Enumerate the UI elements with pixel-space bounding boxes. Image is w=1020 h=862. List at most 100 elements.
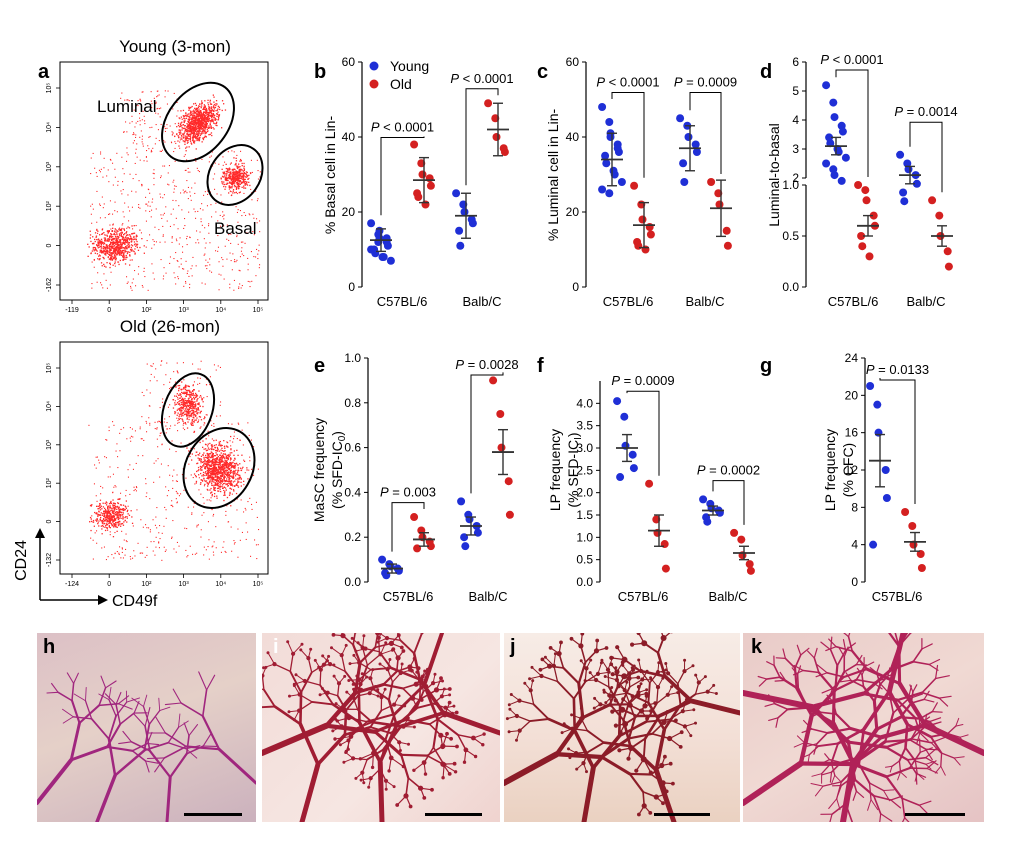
flow-event-dot	[210, 125, 212, 127]
flow-event-dot	[174, 404, 176, 406]
flow-event-dot	[196, 131, 198, 133]
flow-event-dot	[183, 192, 185, 194]
flow-event-dot	[185, 409, 187, 411]
flow-event-dot	[157, 95, 159, 97]
flow-event-dot	[164, 128, 166, 130]
flow-event-dot	[191, 113, 193, 115]
flow-event-dot	[133, 241, 136, 243]
flow-event-dot	[152, 239, 154, 241]
flow-event-dot	[237, 221, 239, 223]
flow-event-dot	[127, 242, 129, 244]
flow-event-dot	[196, 119, 198, 121]
flow-event-dot	[152, 172, 154, 174]
flow-event-dot	[233, 261, 235, 263]
flow-event-dot	[238, 168, 241, 170]
flow-event-dot	[129, 254, 131, 256]
flow-event-dot	[167, 183, 169, 185]
flow-event-dot	[194, 111, 197, 113]
flow-event-dot	[191, 128, 193, 130]
flow-event-dot	[215, 103, 217, 105]
flow-event-dot	[182, 189, 184, 191]
flow-event-dot	[101, 251, 103, 253]
flow-event-dot	[152, 272, 154, 274]
flow-event-dot	[199, 121, 202, 124]
flow-event-dot	[215, 211, 217, 213]
flow-event-dot	[123, 216, 125, 218]
flow-event-dot	[153, 173, 155, 175]
flow-event-dot	[142, 91, 144, 93]
flow-event-dot	[176, 115, 178, 117]
flow-event-dot	[147, 289, 149, 291]
flow-event-dot	[186, 412, 188, 414]
flow-event-dot	[199, 416, 202, 418]
flow-event-dot	[189, 283, 191, 285]
flow-event-dot	[238, 192, 240, 194]
flow-event-dot	[178, 416, 180, 418]
flow-event-dot	[113, 242, 115, 244]
flow-event-dot	[112, 264, 114, 266]
young-data-point	[684, 133, 693, 141]
flow-event-dot	[230, 179, 232, 181]
flow-event-dot	[195, 408, 197, 410]
flow-event-dot	[118, 236, 120, 238]
flow-event-dot	[129, 234, 131, 236]
flow-event-dot	[202, 209, 204, 211]
flow-event-dot	[210, 121, 212, 123]
flow-event-dot	[141, 185, 143, 187]
flow-event-dot	[99, 171, 101, 173]
flow-event-dot	[177, 260, 179, 262]
flow-event-dot	[193, 136, 195, 138]
flow-event-dot	[182, 400, 184, 402]
flow-event-dot	[89, 230, 91, 232]
flow-event-dot	[103, 241, 105, 244]
flow-event-dot	[95, 172, 97, 174]
flow-event-dot	[194, 116, 196, 119]
flow-event-dot	[118, 252, 120, 254]
flow-event-dot	[183, 116, 185, 118]
flow-event-dot	[204, 116, 206, 118]
flow-event-dot	[189, 129, 191, 131]
flow-event-dot	[192, 126, 194, 128]
flow-event-dot	[192, 409, 194, 412]
flow-event-dot	[188, 400, 190, 402]
flow-event-dot	[191, 129, 193, 131]
flow-event-dot	[109, 213, 111, 215]
flow-event-dot	[139, 229, 141, 231]
flow-event-dot	[192, 120, 194, 122]
flow-event-dot	[208, 125, 210, 127]
flow-event-dot	[177, 385, 179, 387]
flow-event-dot	[114, 246, 116, 249]
flow-event-dot	[110, 233, 112, 235]
flow-event-dot	[232, 172, 234, 174]
flow-event-dot	[196, 135, 199, 137]
flow-event-dot	[198, 132, 200, 134]
flow-event-dot	[123, 258, 125, 260]
flow-event-dot	[244, 183, 246, 185]
flow-event-dot	[206, 205, 208, 207]
flow-event-dot	[108, 245, 110, 247]
flow-event-dot	[109, 253, 111, 256]
flow-event-dot	[185, 282, 187, 284]
flow-event-dot	[117, 184, 119, 186]
old-data-point	[492, 133, 501, 141]
flow-event-dot	[192, 405, 194, 407]
flow-event-dot	[129, 238, 131, 240]
flow-event-dot	[157, 113, 159, 115]
flow-event-dot	[238, 170, 240, 172]
flow-event-dot	[194, 102, 197, 105]
young-data-point	[367, 245, 376, 254]
flow-event-dot	[225, 174, 228, 176]
flow-event-dot	[194, 127, 196, 130]
flow-event-dot	[199, 127, 202, 129]
flow-event-dot	[190, 125, 192, 127]
flow-event-dot	[104, 247, 106, 249]
flow-event-dot	[148, 189, 150, 191]
flow-event-dot	[98, 246, 100, 248]
flow-event-dot	[130, 285, 132, 287]
flow-event-dot	[100, 151, 102, 153]
flow-event-dot	[196, 417, 198, 419]
flow-event-dot	[120, 252, 122, 254]
flow-event-dot	[203, 418, 205, 420]
flow-event-dot	[122, 189, 124, 191]
flow-event-dot	[130, 236, 132, 238]
